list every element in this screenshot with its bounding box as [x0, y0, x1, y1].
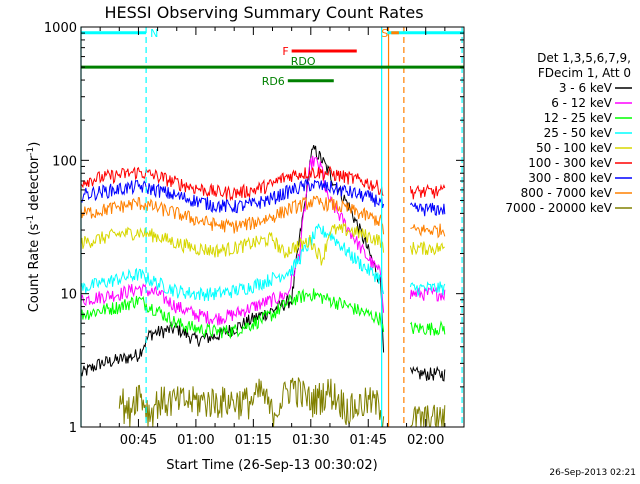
series-line: [80, 222, 385, 266]
flag-label: N: [150, 27, 158, 40]
plot-area: [80, 144, 446, 428]
series-line: [80, 144, 385, 377]
legend-header-1: Det 1,3,5,6,7,9,: [537, 51, 631, 65]
legend-label: 12 - 25 keV: [544, 111, 613, 125]
series-line: [80, 178, 385, 214]
x-tick-label: 00:45: [120, 433, 157, 448]
series-line: [409, 281, 446, 297]
legend-label: 50 - 100 keV: [536, 141, 613, 155]
legend-label: 100 - 300 keV: [528, 156, 612, 170]
flag-label: F: [282, 45, 288, 58]
legend-label: 6 - 12 keV: [551, 96, 613, 110]
y-tick-label: 10: [60, 288, 77, 303]
flag-label: RDO: [291, 55, 316, 68]
y-tick-label: 1000: [44, 21, 77, 36]
y-axis-label-sup: -1: [26, 215, 36, 224]
legend: Det 1,3,5,6,7,9, FDecim 1, Att 0 3 - 6 k…: [505, 51, 632, 215]
x-tick-label: 01:45: [350, 433, 387, 448]
y-axis-label: Count Rate (s-1 detector-1): [26, 142, 42, 313]
y-axis-label-main: Count Rate (s: [27, 224, 42, 313]
legend-label: 3 - 6 keV: [559, 81, 613, 95]
y-axis-label-end: ): [27, 142, 42, 147]
y-axis-label-sup2: -1: [26, 147, 36, 156]
series-line: [80, 195, 385, 235]
chart-title: HESSI Observing Summary Count Rates: [104, 3, 423, 22]
series-line: [409, 320, 446, 336]
x-tick-label: 01:00: [177, 433, 214, 448]
series-line: [409, 404, 446, 428]
series-line: [409, 286, 446, 302]
series-line: [409, 241, 445, 256]
series-line: [80, 288, 385, 340]
series-line: [80, 165, 384, 202]
legend-label: 800 - 7000 keV: [521, 186, 613, 200]
flag-label: RD6: [262, 75, 285, 88]
legend-label: 25 - 50 keV: [544, 126, 613, 140]
series-line: [118, 377, 385, 428]
series-line: [409, 202, 446, 217]
series-line: [409, 365, 446, 382]
footer-timestamp: 26-Sep-2013 02:21: [549, 468, 636, 478]
x-axis-label: Start Time (26-Sep-13 00:30:02): [166, 458, 377, 473]
y-tick-label: 1: [69, 421, 77, 436]
flag-label: S: [381, 27, 388, 40]
series-line: [80, 223, 385, 302]
legend-label: 300 - 800 keV: [528, 171, 612, 185]
x-tick-label: 02:00: [407, 433, 444, 448]
y-tick-label: 100: [52, 154, 77, 169]
legend-label: 7000 - 20000 keV: [505, 201, 612, 215]
axes: 00:45 01:00 01:15 01:30 01:45 02:00 1 10 100 1000: [44, 21, 465, 448]
x-tick-label: 01:15: [235, 433, 272, 448]
y-axis-label-mid: detector: [27, 155, 42, 215]
series-line: [409, 183, 446, 200]
x-tick-label: 01:30: [292, 433, 329, 448]
legend-header-2: FDecim 1, Att 0: [538, 66, 631, 80]
series-line: [80, 155, 385, 327]
series-line: [410, 223, 446, 239]
